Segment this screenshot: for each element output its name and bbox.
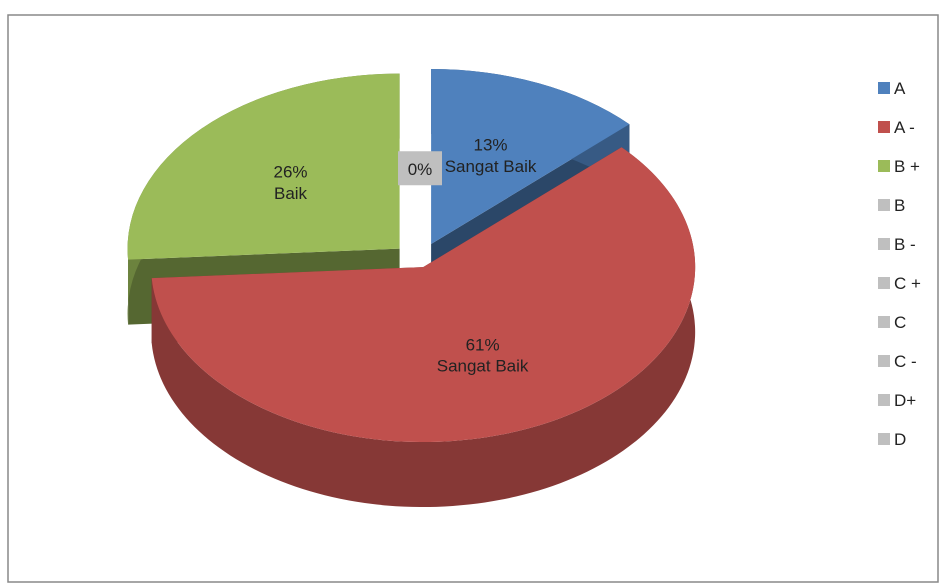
legend-label: D — [894, 430, 906, 449]
legend-swatch — [878, 121, 890, 133]
legend-label: C + — [894, 274, 921, 293]
data-label-text: Baik — [274, 184, 308, 203]
slice-top — [431, 69, 630, 244]
slice-top — [151, 147, 696, 443]
data-labels: 13% Sangat Baik 61% Sangat Baik 26% Baik 0% — [274, 136, 537, 376]
legend-swatch — [878, 355, 890, 367]
legend-label: A - — [894, 118, 915, 137]
legend-label: B - — [894, 235, 916, 254]
label-box — [398, 151, 442, 186]
data-label-value: 61% — [466, 335, 500, 354]
legend-swatch — [878, 277, 890, 289]
legend-swatch — [878, 316, 890, 328]
legend: A A - B + B B - C + C C - D+ D — [878, 79, 921, 449]
legend-swatch — [878, 238, 890, 250]
legend-label: C — [894, 313, 906, 332]
data-label: 0% — [408, 160, 433, 179]
data-label-value: 0% — [408, 160, 433, 179]
data-label-text: Sangat Baik — [445, 157, 537, 176]
legend-label: B + — [894, 157, 920, 176]
legend-swatch — [878, 433, 890, 445]
data-label: 26% Baik — [274, 163, 308, 203]
data-label: 13% Sangat Baik — [445, 136, 537, 176]
legend-swatch — [878, 82, 890, 94]
legend-swatch — [878, 394, 890, 406]
legend-label: B — [894, 196, 905, 215]
slice — [151, 147, 696, 508]
legend-swatch — [878, 160, 890, 172]
slice-top — [127, 73, 400, 260]
pie — [127, 69, 696, 508]
legend-swatch — [878, 199, 890, 211]
legend-label: A — [894, 79, 906, 98]
data-label-value: 13% — [474, 136, 508, 155]
data-label-value: 26% — [274, 163, 308, 182]
legend-label: D+ — [894, 391, 916, 410]
data-label-text: Sangat Baik — [437, 357, 529, 376]
legend-label: C - — [894, 352, 917, 371]
data-label: 61% Sangat Baik — [437, 335, 529, 375]
